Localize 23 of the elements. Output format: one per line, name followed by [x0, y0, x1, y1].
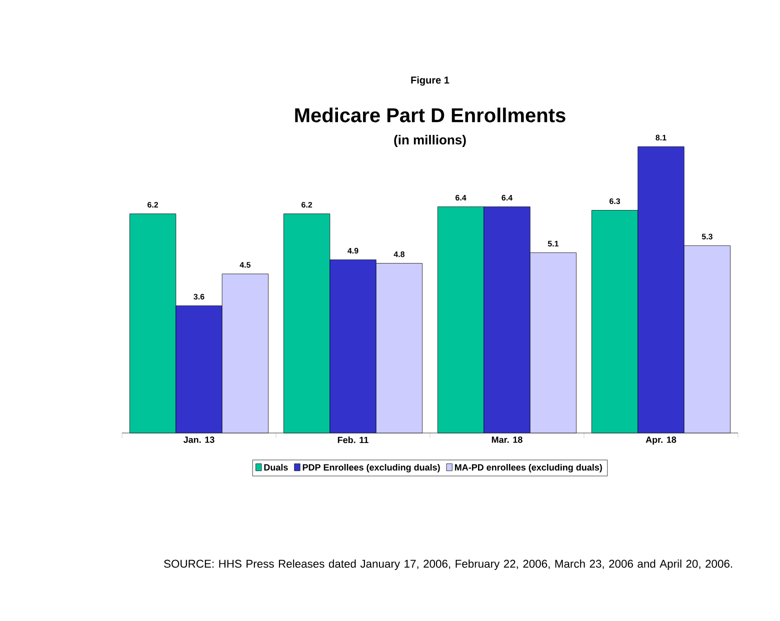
- legend-label: MA-PD enrollees (excluding duals): [454, 464, 602, 472]
- x-tick-label: Feb. 11: [338, 436, 368, 444]
- data-label: 5.3: [702, 234, 712, 240]
- x-tick-label: Apr. 18: [646, 436, 676, 445]
- data-label: 5.1: [548, 240, 559, 246]
- data-label: 8.1: [656, 134, 666, 140]
- x-tick-label: Mar. 18: [492, 436, 522, 443]
- chart-subtitle: (in millions): [394, 134, 466, 148]
- source-note: SOURCE: HHS Press Releases dated January 17, 2006, February 22, 2006, March 23, 2006 and April 20, 2006.: [164, 560, 732, 570]
- data-label: 6.2: [148, 202, 158, 208]
- data-label: 4.9: [348, 248, 358, 254]
- data-label: 3.6: [194, 294, 204, 300]
- data-label: 6.4: [502, 194, 513, 201]
- data-label: 6.2: [302, 202, 312, 208]
- data-label: 6.3: [610, 198, 620, 204]
- chart-title: Medicare Part D Enrollments: [295, 108, 566, 122]
- data-label: 4.8: [394, 251, 405, 258]
- data-label: 6.4: [456, 194, 466, 201]
- legend-label: PDP Enrollees (excluding duals): [302, 464, 440, 472]
- legend-label: Duals: [264, 464, 288, 471]
- data-label: 4.5: [240, 262, 251, 268]
- x-tick-label: Jan. 13: [183, 436, 214, 443]
- caption: Figure 1: [411, 76, 450, 86]
